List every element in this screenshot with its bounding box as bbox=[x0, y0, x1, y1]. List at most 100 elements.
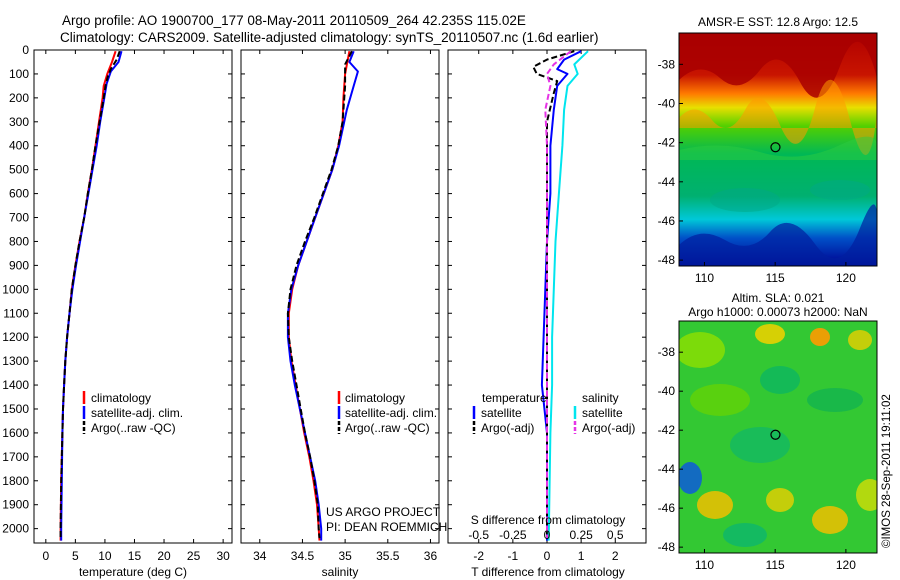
depth-tick-label: 1000 bbox=[2, 282, 29, 296]
imos-credit: ©IMOS 28-Sep-2011 19:11:02 bbox=[881, 394, 893, 548]
depth-tick-label: 400 bbox=[9, 139, 29, 153]
depth-tick-label: 1700 bbox=[2, 450, 29, 464]
sla-argo-location-marker bbox=[770, 429, 781, 440]
x-tick-label: 35.5 bbox=[376, 549, 400, 563]
x-tick-label: 10 bbox=[98, 549, 112, 563]
difference-x-axis: -2 -1 0 1 2 bbox=[473, 50, 619, 563]
depth-tick-label: 700 bbox=[9, 211, 29, 225]
depth-tick-label: 1800 bbox=[2, 474, 29, 488]
series-line-t-argo-adj- bbox=[532, 50, 575, 539]
x-tick-label: 0 bbox=[544, 549, 551, 563]
x-tick-label: -2 bbox=[473, 549, 484, 563]
x-tick-label: 0 bbox=[42, 549, 49, 563]
difference-panel: -2 -1 0 1 2 S difference from climatology -0… bbox=[447, 49, 647, 579]
salinity-x-axis: 34 34.5 35 35.5 36 bbox=[253, 50, 437, 563]
legend-title-salinity: salinity bbox=[582, 391, 619, 405]
temperature-series bbox=[59, 50, 123, 541]
map-x-tick-label: 115 bbox=[766, 558, 785, 572]
difference-depth-ticks bbox=[448, 49, 646, 530]
x-tick-label: 5 bbox=[72, 549, 79, 563]
depth-tick-label: 500 bbox=[9, 163, 29, 177]
x-tick-label: 35 bbox=[338, 549, 352, 563]
depth-tick-label: 200 bbox=[9, 91, 29, 105]
map-y-tick-label: -48 bbox=[658, 253, 676, 267]
x-tick-label: 25 bbox=[187, 549, 201, 563]
sst-map-panel: AMSR-E SST: 12.8 Argo: 12.5 110 115 120 -38… bbox=[658, 15, 878, 285]
depth-tick-label: 2000 bbox=[2, 522, 29, 536]
map-y-tick-label: -42 bbox=[658, 136, 676, 150]
legend-label-t-satellite: satellite bbox=[481, 406, 522, 420]
sla-map-title-2: Argo h1000: 0.00073 h2000: NaN bbox=[688, 305, 867, 319]
temperature-legend: climatology satellite-adj. clim. Argo(..… bbox=[82, 391, 183, 435]
salinity-depth-ticks bbox=[241, 49, 439, 530]
title-line-2: Climatology: CARS2009. Satellite-adjuste… bbox=[60, 30, 599, 45]
project-annotation: US ARGO PROJECT bbox=[326, 505, 441, 519]
map-y-tick-label: -42 bbox=[658, 423, 676, 437]
difference-s-xlabel: S difference from climatology bbox=[471, 513, 626, 527]
depth-tick-label: 1500 bbox=[2, 402, 29, 416]
salinity-plot-frame bbox=[240, 49, 440, 544]
x-tick-label: 2 bbox=[612, 549, 619, 563]
x-tick-label: -1 bbox=[508, 549, 519, 563]
sla-map-frame bbox=[678, 320, 878, 554]
series-line-argo-raw-qc- bbox=[286, 50, 353, 539]
legend-label-satellite: satellite-adj. clim. bbox=[345, 406, 437, 420]
x-tick-label: 34 bbox=[253, 549, 267, 563]
x-tick-label: 1 bbox=[578, 549, 585, 563]
series-line-s-argo-adj- bbox=[544, 50, 572, 539]
s-diff-tick-label: 0 bbox=[544, 528, 551, 542]
x-tick-label: 20 bbox=[157, 549, 171, 563]
depth-tick-label: 1300 bbox=[2, 354, 29, 368]
s-diff-tick-label: -0.25 bbox=[499, 528, 527, 542]
difference-series bbox=[532, 50, 589, 541]
sla-map-panel: Altim. SLA: 0.021 Argo h1000: 0.00073 h2… bbox=[658, 291, 878, 572]
temperature-plot-frame bbox=[33, 49, 233, 544]
legend-label-argo: Argo(..raw -QC) bbox=[91, 421, 176, 435]
temperature-xlabel: temperature (deg C) bbox=[79, 565, 187, 579]
depth-tick-label: 0 bbox=[22, 43, 29, 57]
map-y-tick-label: -40 bbox=[658, 96, 676, 110]
legend-label-s-argo: Argo(-adj) bbox=[582, 421, 635, 435]
sla-map-image bbox=[679, 321, 877, 553]
title-line-1: Argo profile: AO 1900700_177 08-May-2011… bbox=[62, 13, 526, 28]
salinity-series bbox=[286, 50, 359, 541]
depth-tick-label: 800 bbox=[9, 234, 29, 248]
map-y-tick-label: -44 bbox=[658, 175, 676, 189]
map-y-tick-label: -40 bbox=[658, 384, 676, 398]
depth-tick-label: 1900 bbox=[2, 498, 29, 512]
legend-label-t-argo: Argo(-adj) bbox=[481, 421, 534, 435]
legend-label-satellite: satellite-adj. clim. bbox=[91, 406, 183, 420]
temperature-x-axis: 0 5 10 15 20 25 30 bbox=[42, 50, 230, 563]
legend-label-climatology: climatology bbox=[91, 391, 151, 405]
salinity-legend: climatology satellite-adj. clim. Argo(..… bbox=[337, 391, 437, 435]
x-tick-label: 34.5 bbox=[291, 549, 315, 563]
salinity-difference-ticks: -0.5 -0.25 0 0.25 0.5 bbox=[468, 528, 624, 542]
depth-tick-label: 900 bbox=[9, 258, 29, 272]
map-y-tick-label: -44 bbox=[658, 462, 676, 476]
depth-tick-label: 300 bbox=[9, 115, 29, 129]
x-tick-label: 15 bbox=[128, 549, 142, 563]
depth-tick-label: 1200 bbox=[2, 330, 29, 344]
depth-tick-label: 100 bbox=[9, 67, 29, 81]
map-y-tick-label: -46 bbox=[658, 214, 676, 228]
depth-tick-label: 1600 bbox=[2, 426, 29, 440]
salinity-xlabel: salinity bbox=[322, 565, 359, 579]
series-line-s-satellite bbox=[547, 50, 589, 541]
salinity-panel: 34 34.5 35 35.5 36 salinity climatology sate… bbox=[240, 49, 447, 579]
map-x-tick-label: 110 bbox=[695, 558, 714, 572]
legend-label-climatology: climatology bbox=[345, 391, 405, 405]
map-y-tick-label: -38 bbox=[658, 57, 676, 71]
map-y-tick-label: -46 bbox=[658, 501, 676, 515]
pi-annotation: PI: DEAN ROEMMICH bbox=[326, 520, 447, 534]
legend-title-temperature: temperature bbox=[482, 391, 547, 405]
map-x-tick-label: 110 bbox=[695, 271, 714, 285]
sst-map-image bbox=[679, 33, 877, 266]
map-y-tick-label: -48 bbox=[658, 540, 676, 554]
sst-map-axes: 110 115 120 -38 -40 -42 -44 -46 -48 bbox=[658, 57, 857, 285]
x-tick-label: 36 bbox=[424, 549, 438, 563]
difference-t-xlabel: T difference from climatology bbox=[471, 565, 625, 579]
s-diff-tick-label: 0.25 bbox=[569, 528, 593, 542]
sla-map-axes: 110 115 120 -38 -40 -42 -44 -46 -48 bbox=[658, 345, 857, 572]
series-line-argo-raw-qc- bbox=[59, 50, 121, 539]
